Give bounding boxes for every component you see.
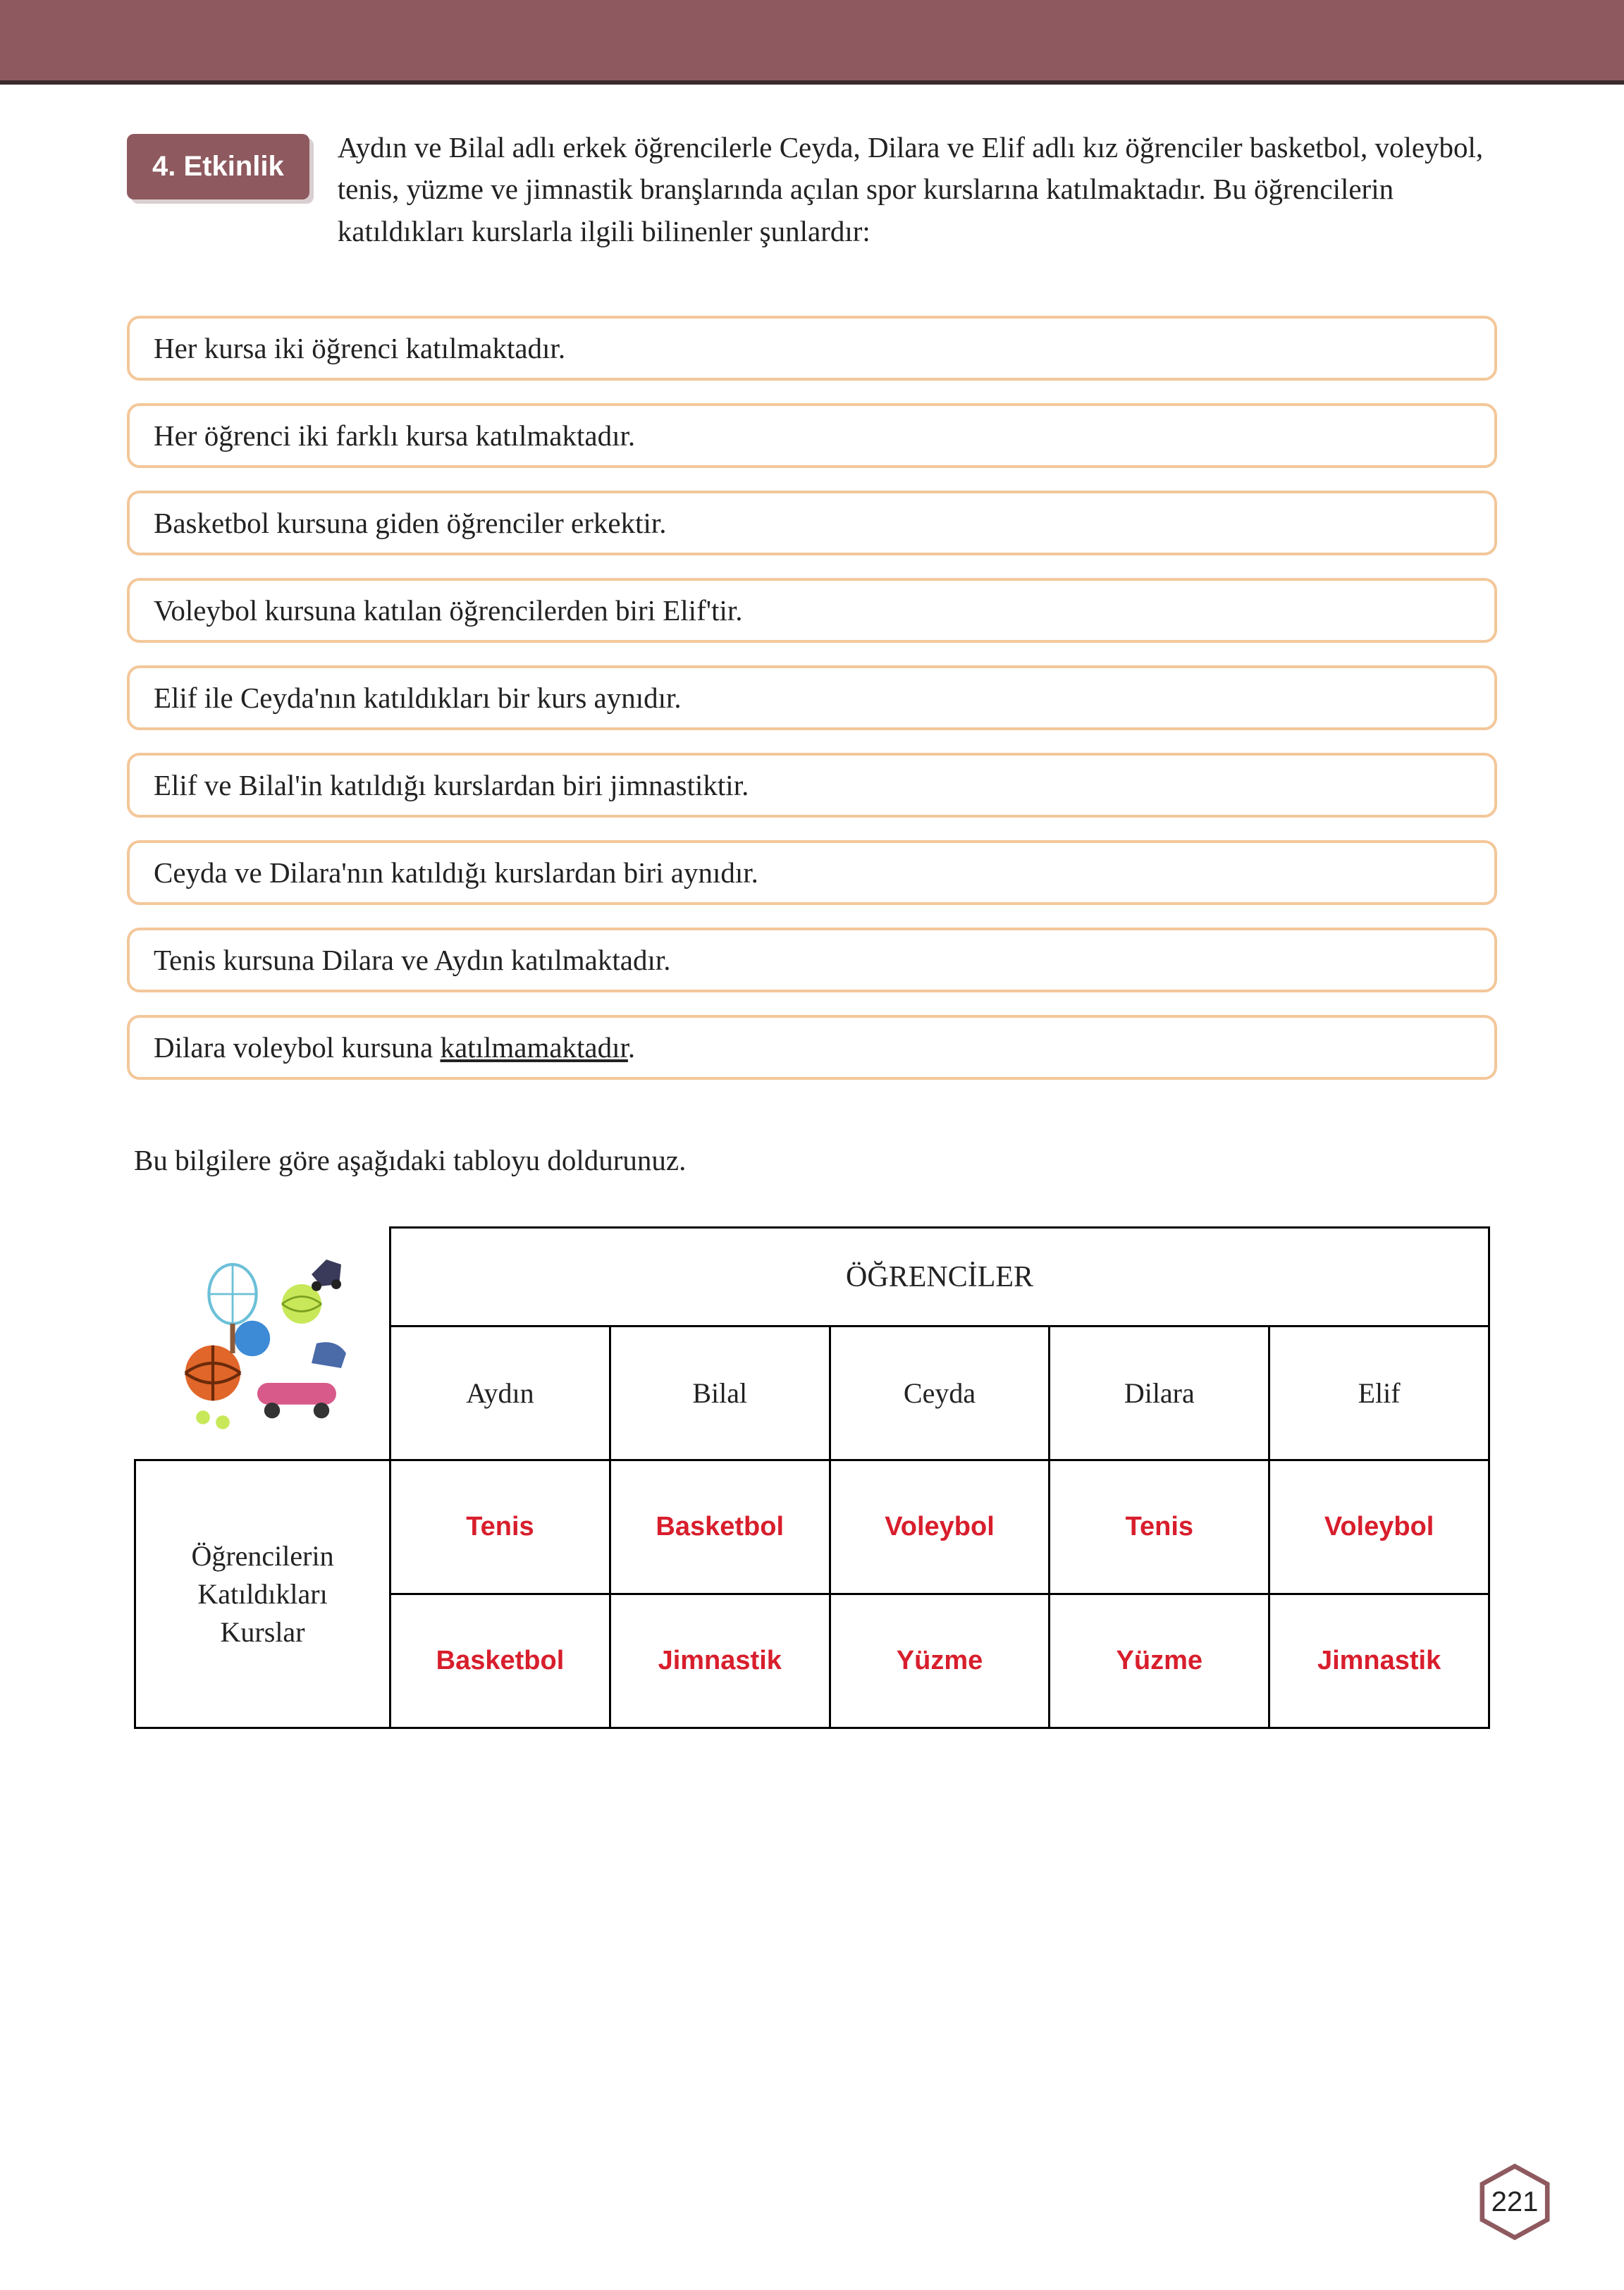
answer-table-wrap: ÖĞRENCİLER Aydın Bilal Ceyda Dilara Elif… bbox=[134, 1226, 1490, 1729]
activity-badge: 4. Etkinlik bbox=[127, 134, 309, 199]
clue-item: Elif ve Bilal'in katıldığı kurslardan bi… bbox=[127, 753, 1497, 818]
answer-cell[interactable]: Voleybol bbox=[830, 1460, 1050, 1594]
answer-cell[interactable]: Jimnastik bbox=[610, 1594, 830, 1728]
clue-item: Tenis kursuna Dilara ve Aydın katılmakta… bbox=[127, 928, 1497, 992]
row-label: ÖğrencilerinKatıldıklarıKurslar bbox=[135, 1460, 390, 1728]
header-bar bbox=[0, 0, 1624, 85]
clue-item: Elif ile Ceyda'nın katıldıkları bir kurs… bbox=[127, 665, 1497, 730]
clue-item: Ceyda ve Dilara'nın katıldığı kurslardan… bbox=[127, 840, 1497, 905]
intro-text: Aydın ve Bilal adlı erkek öğrencilerle C… bbox=[338, 127, 1497, 252]
clue-item: Dilara voleybol kursuna katılmamaktadır. bbox=[127, 1015, 1497, 1080]
column-header: Ceyda bbox=[830, 1326, 1050, 1460]
answer-cell[interactable]: Basketbol bbox=[390, 1594, 610, 1728]
answer-cell[interactable]: Tenis bbox=[390, 1460, 610, 1594]
page-number: 221 bbox=[1476, 2163, 1554, 2241]
sports-equipment-icon bbox=[135, 1228, 390, 1460]
instruction-text: Bu bilgilere göre aşağıdaki tabloyu dold… bbox=[127, 1143, 1497, 1177]
answer-cell[interactable]: Tenis bbox=[1050, 1460, 1269, 1594]
answer-cell[interactable]: Voleybol bbox=[1269, 1460, 1489, 1594]
answer-cell[interactable]: Jimnastik bbox=[1269, 1594, 1489, 1728]
clue-item: Basketbol kursuna giden öğrenciler erkek… bbox=[127, 491, 1497, 555]
answer-cell[interactable]: Yüzme bbox=[830, 1594, 1050, 1728]
column-header: Aydın bbox=[390, 1326, 610, 1460]
underlined-word: katılmamaktadır bbox=[440, 1031, 627, 1064]
answer-table: ÖĞRENCİLER Aydın Bilal Ceyda Dilara Elif… bbox=[134, 1226, 1490, 1729]
answer-cell[interactable]: Basketbol bbox=[610, 1460, 830, 1594]
column-header: Elif bbox=[1269, 1326, 1489, 1460]
intro-row: 4. Etkinlik Aydın ve Bilal adlı erkek öğ… bbox=[127, 127, 1497, 252]
students-header: ÖĞRENCİLER bbox=[390, 1228, 1489, 1326]
clue-list: Her kursa iki öğrenci katılmaktadır. Her… bbox=[127, 316, 1497, 1080]
column-header: Bilal bbox=[610, 1326, 830, 1460]
table-corner-illustration bbox=[135, 1228, 390, 1460]
column-header: Dilara bbox=[1050, 1326, 1269, 1460]
page-content: 4. Etkinlik Aydın ve Bilal adlı erkek öğ… bbox=[0, 85, 1624, 1729]
answer-cell[interactable]: Yüzme bbox=[1050, 1594, 1269, 1728]
clue-item: Her öğrenci iki farklı kursa katılmaktad… bbox=[127, 403, 1497, 468]
clue-item: Voleybol kursuna katılan öğrencilerden b… bbox=[127, 578, 1497, 643]
clue-item: Her kursa iki öğrenci katılmaktadır. bbox=[127, 316, 1497, 381]
page-number-badge: 221 bbox=[1476, 2163, 1554, 2241]
